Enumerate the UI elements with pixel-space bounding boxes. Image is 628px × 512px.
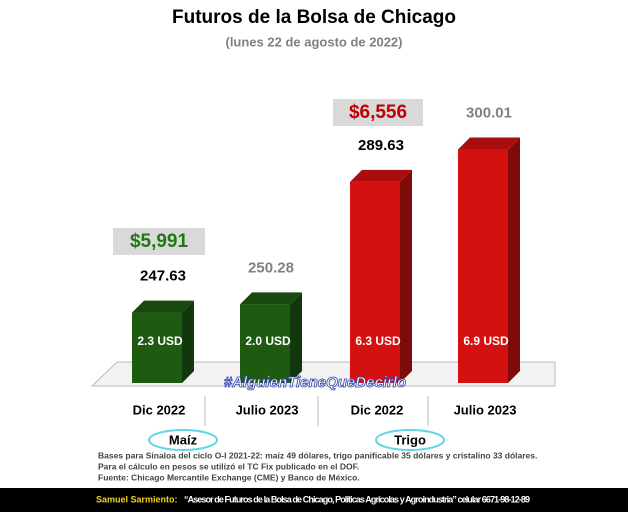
group-label: Trigo bbox=[394, 432, 426, 447]
price-label: $6,556 bbox=[349, 102, 407, 123]
footer-bar bbox=[0, 488, 628, 512]
bar-top bbox=[350, 169, 412, 182]
x-tick-label: Dic 2022 bbox=[351, 402, 404, 417]
chart-title: Futuros de la Bolsa de Chicago bbox=[172, 7, 456, 28]
x-tick-label: Julio 2023 bbox=[236, 402, 299, 417]
bar bbox=[240, 304, 290, 383]
inner-label: 6.3 USD bbox=[355, 334, 401, 348]
price-label: $5,991 bbox=[130, 231, 189, 252]
note: Fuente: Chicago Mercantile Exchange (CME… bbox=[98, 472, 360, 482]
x-tick-label: Julio 2023 bbox=[454, 402, 517, 417]
price-box bbox=[333, 99, 423, 126]
floor bbox=[90, 361, 556, 387]
value-label: 300.01 bbox=[466, 105, 512, 122]
x-tick-label: Dic 2022 bbox=[133, 402, 186, 417]
footer-text: “Asesor de Futuros de la Bolsa de Chicag… bbox=[184, 494, 530, 504]
bar-side bbox=[182, 300, 194, 383]
bar-top bbox=[240, 292, 302, 305]
group-ellipse bbox=[148, 429, 218, 451]
inner-label: 6.9 USD bbox=[463, 334, 509, 348]
watermark: #AlguienTieneQueDecirlo bbox=[224, 374, 406, 391]
chart-subtitle: (lunes 22 de agosto de 2022) bbox=[225, 34, 402, 49]
bar-side bbox=[290, 292, 302, 383]
bar-top bbox=[458, 137, 520, 150]
group-ellipse bbox=[375, 429, 445, 451]
bar bbox=[458, 149, 508, 383]
group-label: Maíz bbox=[169, 432, 198, 447]
bar bbox=[350, 181, 400, 383]
note: Bases para Sinaloa del ciclo O-I 2021-22… bbox=[98, 450, 537, 460]
bar-side bbox=[400, 169, 412, 383]
inner-label: 2.0 USD bbox=[245, 334, 291, 348]
inner-label: 2.3 USD bbox=[137, 334, 183, 348]
value-label: 247.63 bbox=[140, 268, 186, 285]
value-label: 289.63 bbox=[358, 137, 404, 154]
price-box bbox=[113, 228, 205, 255]
bar bbox=[132, 312, 182, 383]
bar-side bbox=[508, 137, 520, 383]
value-label: 250.28 bbox=[248, 259, 294, 276]
note: Para el cálculo en pesos se utilizó el T… bbox=[98, 461, 359, 471]
footer-name: Samuel Sarmiento: bbox=[96, 494, 178, 504]
bar-top bbox=[132, 300, 194, 313]
